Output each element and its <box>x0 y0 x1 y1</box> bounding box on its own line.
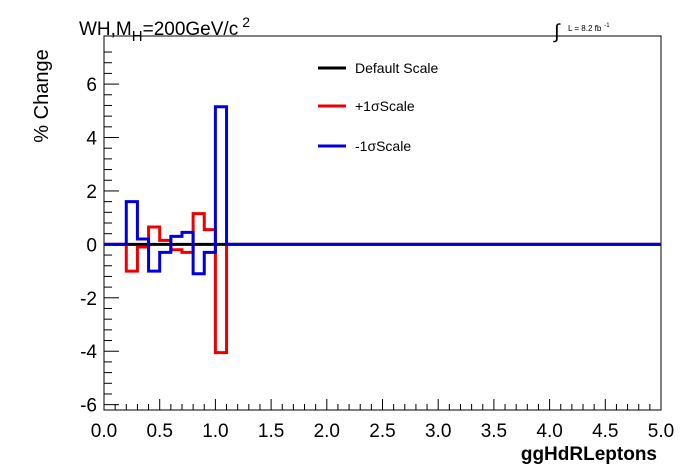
luminosity-label: L = 8.2 fb -1 <box>568 23 610 33</box>
x-tick-label: 3.5 <box>481 421 507 442</box>
x-tick-label: 2.0 <box>314 421 340 442</box>
luminosity-text: L = 8.2 fb <box>568 24 602 33</box>
y-tick-label: 6 <box>86 75 97 96</box>
x-tick-label: 5.0 <box>648 421 674 442</box>
y-tick-label: -6 <box>80 396 97 417</box>
x-tick-label: 0.0 <box>91 421 117 442</box>
legend: Default Scale +1σScale -1σScale <box>318 60 438 154</box>
y-axis-label: % Change <box>31 49 53 142</box>
x-tick-label: 2.5 <box>369 421 395 442</box>
legend-label-minus: -1σScale <box>355 138 411 154</box>
legend-label-plus: +1σScale <box>355 98 415 114</box>
series-1-scale-line <box>104 105 661 276</box>
plot-frame <box>103 35 662 411</box>
title-superscript: 2 <box>242 14 250 30</box>
chart-title: WH,MH=200GeV/c 2 <box>79 14 250 45</box>
x-tick-label: 4.0 <box>536 421 562 442</box>
y-tick-label: -4 <box>80 342 97 363</box>
series-group <box>104 105 661 355</box>
x-tick-label: 1.5 <box>258 421 284 442</box>
title-rest: =200GeV/c <box>143 19 239 40</box>
luminosity-exponent: -1 <box>604 23 610 29</box>
y-tick-labels: 6 4 2 0 -2 -4 -6 <box>80 75 97 417</box>
x-tick-labels: 0.0 0.5 1.0 1.5 2.0 2.5 3.0 3.5 4.0 4.5 5.0 <box>91 421 674 442</box>
title-main: WH,M <box>79 19 132 40</box>
x-tick-label: 3.0 <box>425 421 451 442</box>
x-tick-label: 4.5 <box>592 421 618 442</box>
x-tick-label: 0.5 <box>146 421 172 442</box>
y-tick-label: 4 <box>86 129 97 150</box>
y-tick-label: 2 <box>86 182 97 203</box>
y-tick-label: -2 <box>80 289 97 310</box>
x-tick-label: 1.0 <box>202 421 228 442</box>
ticks <box>103 51 662 410</box>
series-1-scale-line <box>104 212 661 355</box>
y-tick-label: 0 <box>86 235 97 256</box>
x-axis-label: ggHdRLeptons <box>521 444 657 465</box>
legend-label-default: Default Scale <box>355 60 438 76</box>
luminosity-integral: ∫ <box>553 21 561 43</box>
